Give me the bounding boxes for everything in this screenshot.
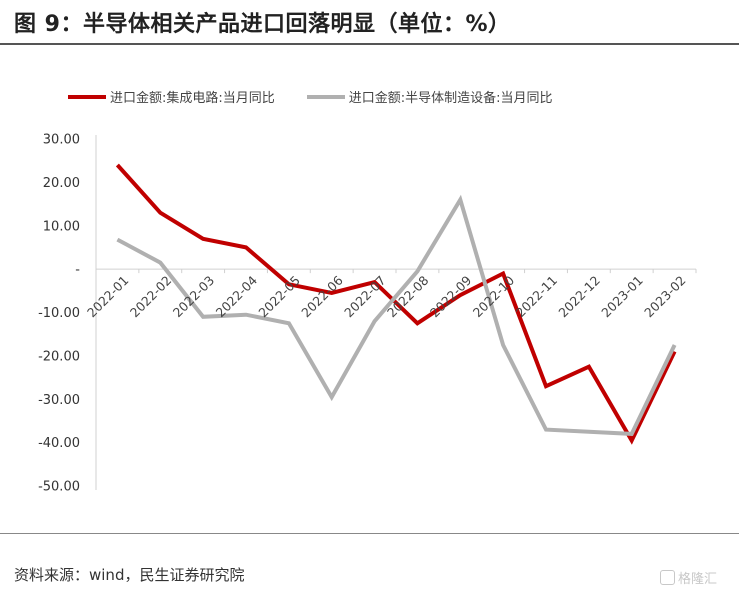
x-tick-label: 2022-02 <box>127 273 175 321</box>
x-tick-label: 2022-03 <box>170 273 218 321</box>
legend-item-ic: 进口金额:集成电路:当月同比 <box>68 87 275 106</box>
x-tick-label: 2022-11 <box>513 273 561 321</box>
legend-label-ic: 进口金额:集成电路:当月同比 <box>110 91 275 106</box>
x-tick-label: 2022-09 <box>427 273 475 321</box>
y-tick-label: -20.00 <box>38 349 80 364</box>
x-tick-label: 2022-05 <box>255 273 303 321</box>
x-tick-label: 2023-02 <box>641 273 689 321</box>
series-line-ic <box>115 163 677 445</box>
y-tick-label: -50.00 <box>38 480 80 495</box>
watermark: 格隆汇 <box>660 568 717 587</box>
y-tick-label: 10.00 <box>43 219 80 234</box>
legend-label-equipment: 进口金额:半导体制造设备:当月同比 <box>348 91 553 106</box>
footer-divider <box>0 533 739 534</box>
x-tick-label: 2022-06 <box>298 273 346 321</box>
x-tick-label: 2022-01 <box>84 273 132 321</box>
watermark-text: 格隆汇 <box>678 572 718 587</box>
x-tick-label: 2022-04 <box>213 273 261 321</box>
legend-swatch-ic <box>68 94 106 99</box>
y-tick-label: -10.00 <box>38 306 80 321</box>
chart-title: 图 9：半导体相关产品进口回落明显（单位：%） <box>14 12 511 37</box>
source-note: 资料来源：wind，民生证券研究院 <box>14 566 245 584</box>
legend-item-equipment: 进口金额:半导体制造设备:当月同比 <box>306 87 553 106</box>
y-tick-label: - <box>75 263 80 278</box>
x-tick-label: 2022-12 <box>555 273 603 321</box>
chart-legend: 进口金额:集成电路:当月同比 进口金额:半导体制造设备:当月同比 <box>68 87 585 106</box>
title-divider <box>0 43 739 45</box>
y-tick-label: -40.00 <box>38 436 80 451</box>
y-tick-label: 30.00 <box>43 133 80 148</box>
series-line-equipment <box>116 194 677 436</box>
legend-swatch-equipment <box>306 94 345 99</box>
y-tick-label: 20.00 <box>43 176 80 191</box>
watermark-logo-icon <box>660 570 675 585</box>
y-tick-label: -30.00 <box>38 393 80 408</box>
x-tick-label: 2023-01 <box>598 273 646 321</box>
